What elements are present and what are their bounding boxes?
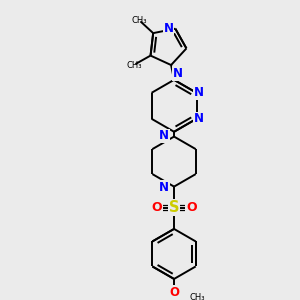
- Text: N: N: [159, 129, 169, 142]
- Text: O: O: [186, 201, 197, 214]
- Text: N: N: [194, 112, 203, 125]
- Text: N: N: [159, 181, 169, 194]
- Text: O: O: [169, 286, 179, 299]
- Text: N: N: [164, 22, 173, 35]
- Text: CH₃: CH₃: [126, 61, 142, 70]
- Text: S: S: [169, 200, 179, 215]
- Text: N: N: [194, 86, 203, 99]
- Text: CH₃: CH₃: [131, 16, 147, 25]
- Text: N: N: [173, 67, 183, 80]
- Text: O: O: [152, 201, 162, 214]
- Text: CH₃: CH₃: [189, 293, 205, 300]
